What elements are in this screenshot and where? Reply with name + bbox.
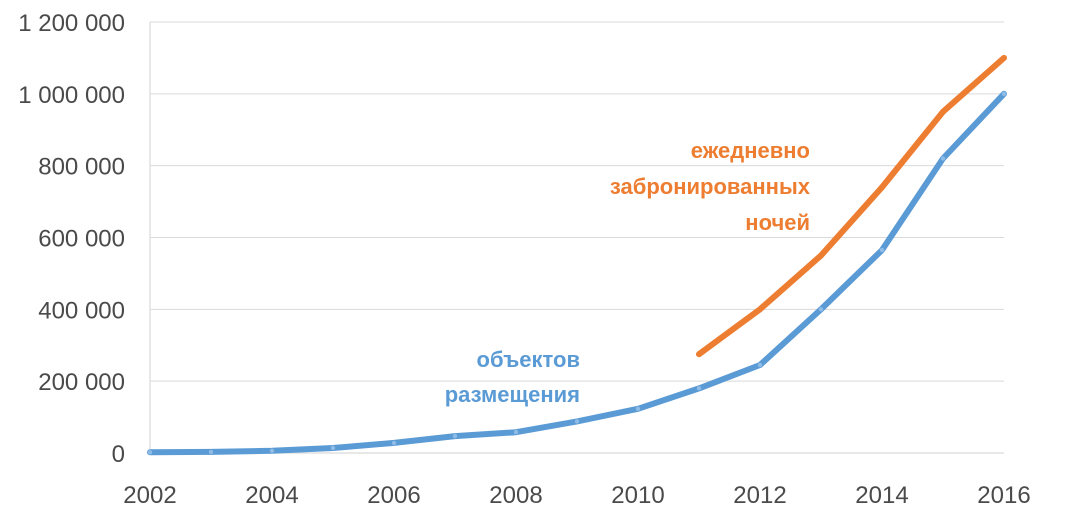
y-tick-label: 1 200 000 xyxy=(18,10,125,37)
data-point xyxy=(147,450,153,455)
data-point xyxy=(269,448,275,454)
data-point xyxy=(818,307,824,312)
data-point xyxy=(635,406,641,412)
y-tick-label: 400 000 xyxy=(38,297,125,324)
y-tick-label: 600 000 xyxy=(38,226,125,253)
x-tick-label: 2002 xyxy=(123,482,176,509)
series-label-1: размещения xyxy=(445,382,580,407)
series-label-2: ночей xyxy=(745,210,810,235)
data-point xyxy=(879,247,885,253)
data-point xyxy=(696,386,702,391)
data-point xyxy=(757,362,763,368)
data-point xyxy=(513,429,519,435)
x-tick-label: 2012 xyxy=(733,482,786,509)
gridlines xyxy=(150,21,1004,382)
y-tick-label: 1 000 000 xyxy=(18,82,125,109)
series-line-2 xyxy=(696,54,1007,358)
data-point xyxy=(330,445,336,451)
data-point xyxy=(452,433,458,439)
x-tick-labels: 2002 2004 2006 2008 2010 2012 2014 2016 xyxy=(123,482,1030,509)
x-tick-label: 2008 xyxy=(489,482,542,509)
x-tick-label: 2014 xyxy=(855,482,908,509)
series-annotations: объектов размещения ежедневно забронированн… xyxy=(445,138,811,407)
y-tick-label: 800 000 xyxy=(38,154,125,181)
series-label-2: ежедневно xyxy=(691,138,810,163)
y-tick-label: 0 xyxy=(112,441,125,468)
x-tick-label: 2010 xyxy=(611,482,664,509)
data-point xyxy=(940,156,946,161)
axes xyxy=(149,22,1004,454)
x-tick-label: 2016 xyxy=(977,482,1030,509)
data-point xyxy=(574,419,580,424)
data-point xyxy=(391,440,397,446)
data-point xyxy=(208,449,214,455)
x-tick-label: 2004 xyxy=(245,482,298,509)
series-label-1: объектов xyxy=(477,347,580,372)
y-tick-labels: 0 200 000 400 000 600 000 800 000 1 000 000 1 … xyxy=(18,10,125,468)
x-tick-label: 2006 xyxy=(367,482,420,509)
y-tick-label: 200 000 xyxy=(38,369,125,396)
data-point xyxy=(1001,91,1007,97)
series-lines xyxy=(147,54,1007,456)
series-label-2: забронированных xyxy=(610,174,811,199)
